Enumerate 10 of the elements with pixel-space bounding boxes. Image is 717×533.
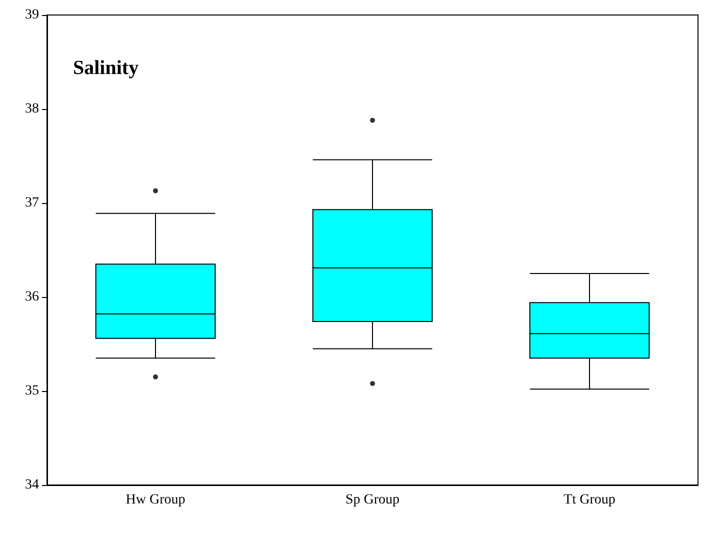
y-tick-label: 37: [25, 196, 39, 210]
y-tick-label: 35: [25, 384, 39, 398]
y-tick-label: 36: [25, 290, 39, 304]
y-tick-label: 38: [25, 102, 39, 116]
text: Salinity: [73, 57, 139, 79]
x-tick-label: Hw Group: [126, 492, 186, 508]
y-tick-label: 39: [25, 8, 39, 22]
x-tick-label: Tt Group: [564, 492, 616, 508]
x-tick-label: Sp Group: [345, 492, 400, 508]
y-tick-label: 34: [25, 478, 39, 492]
